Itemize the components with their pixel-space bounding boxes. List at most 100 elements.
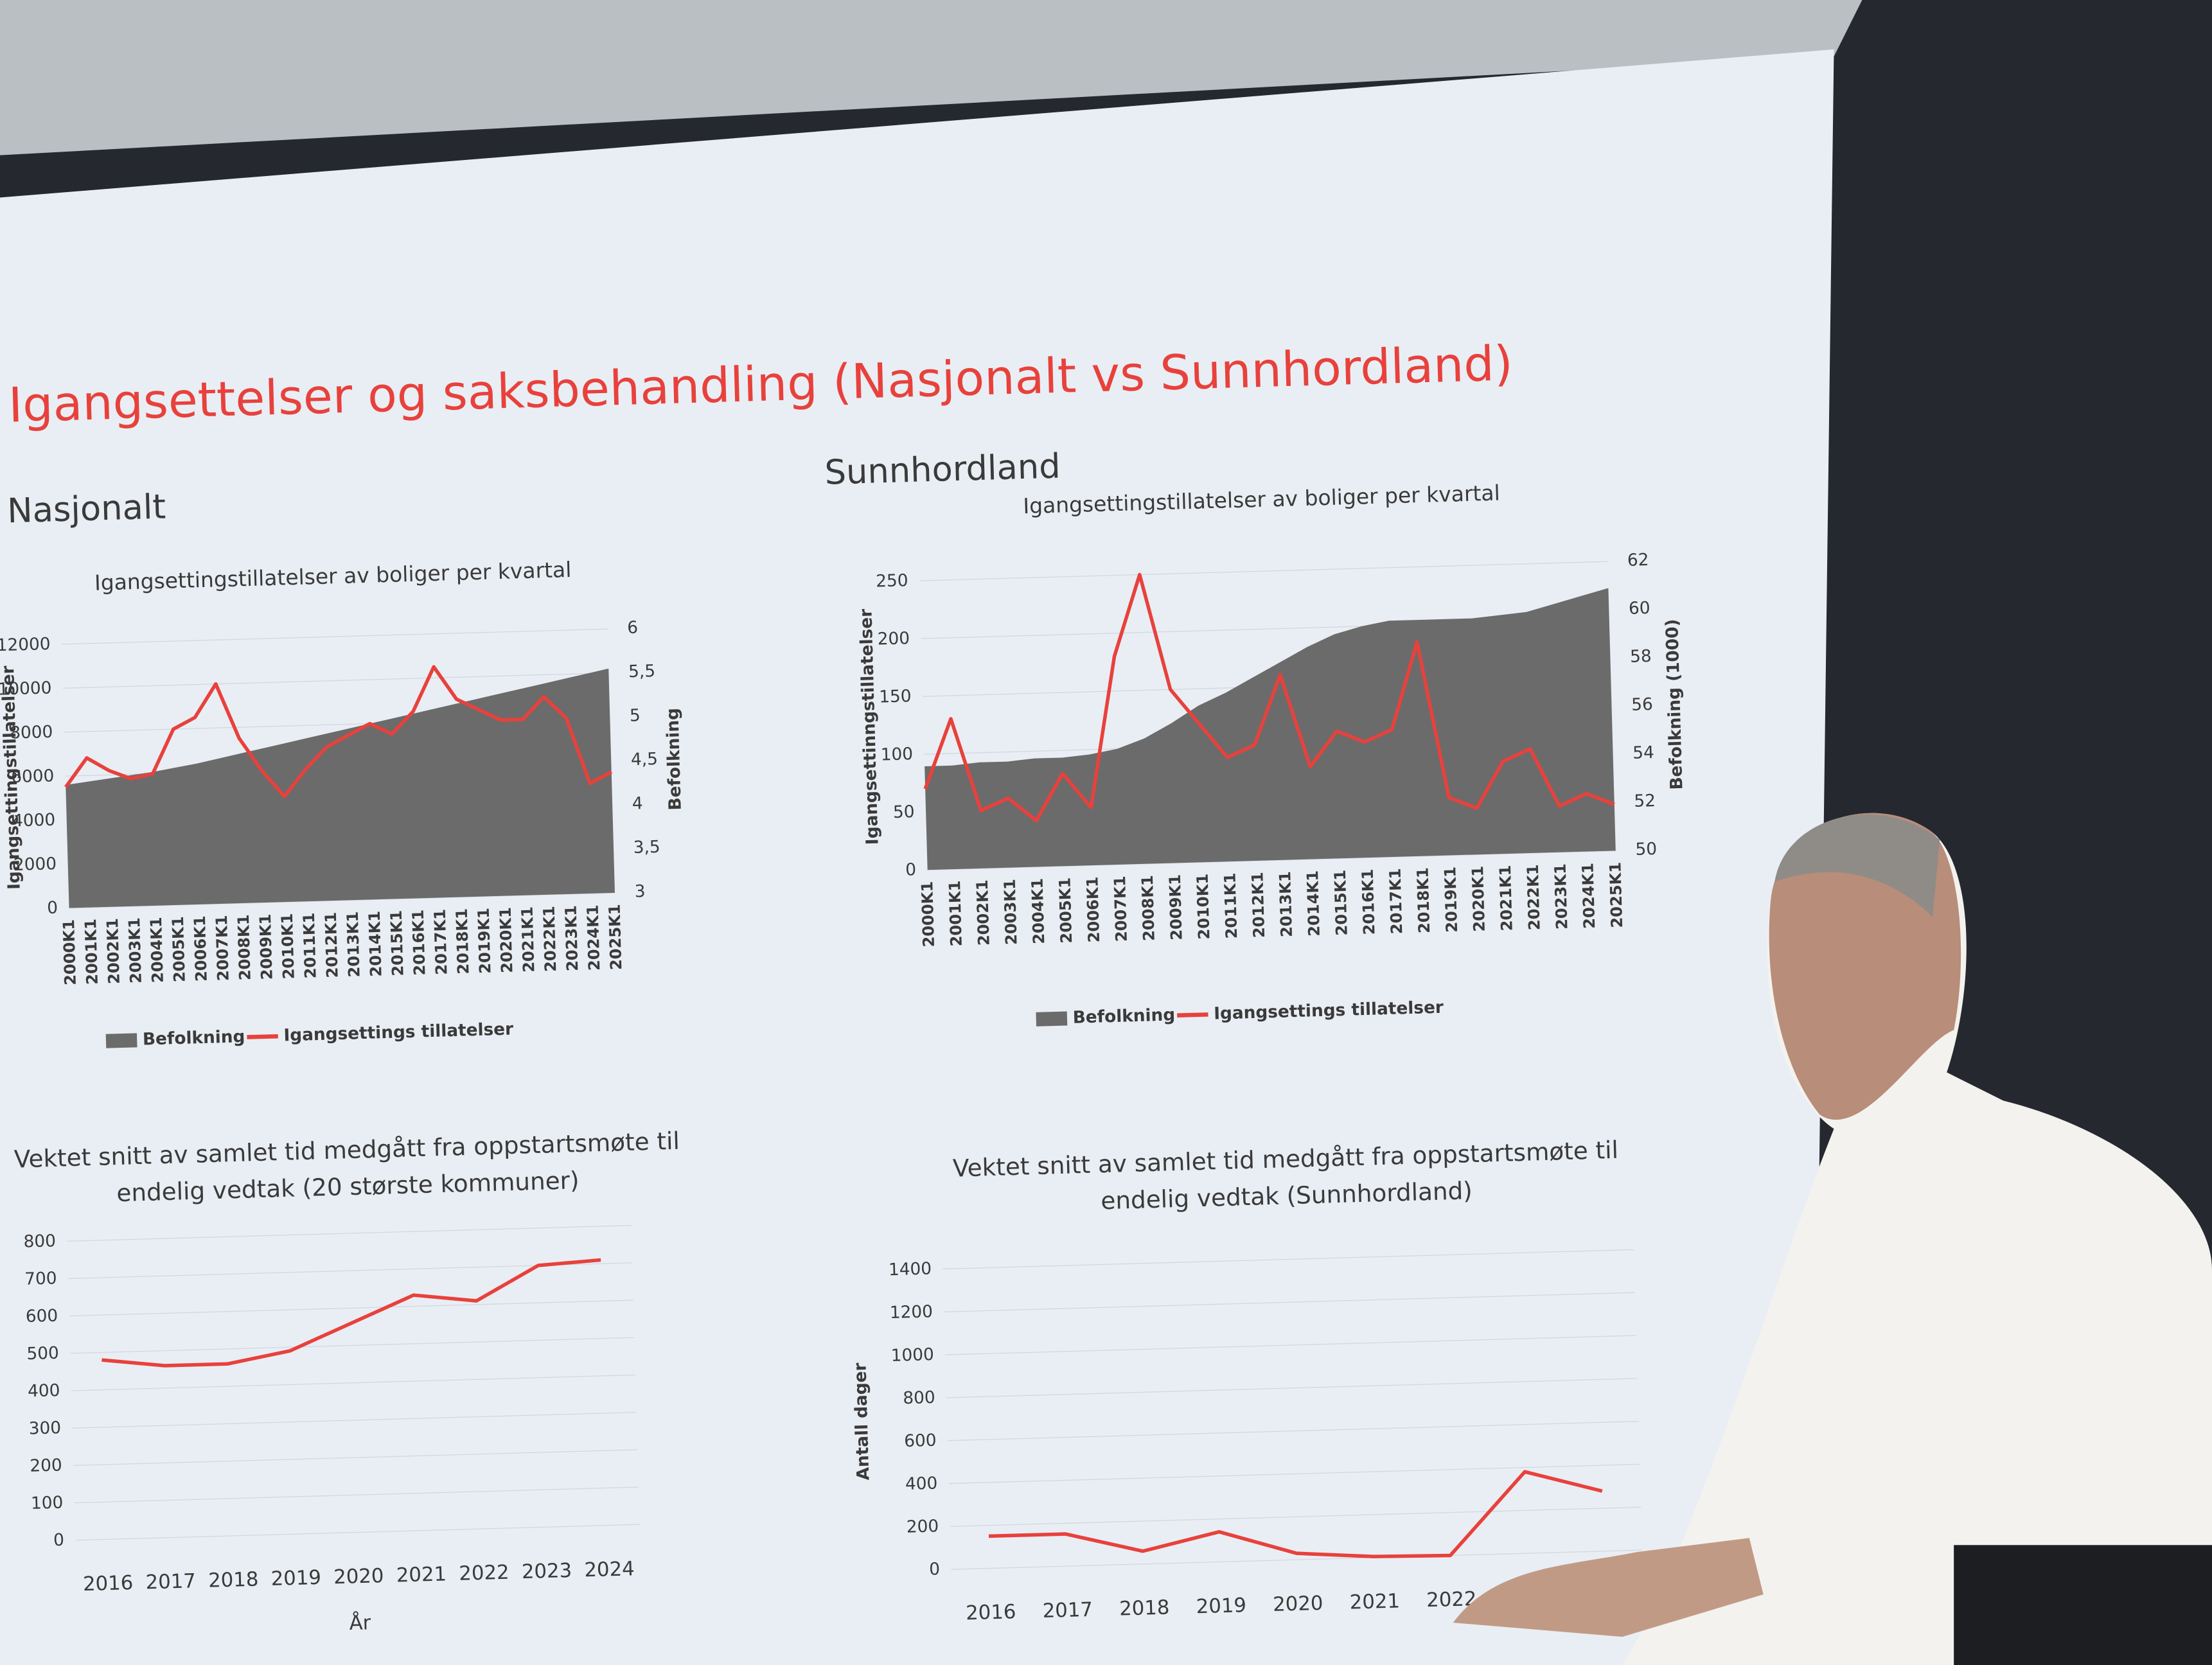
x-tick-label: 2006K1 [1083, 876, 1103, 942]
y-tick-label: 300 [28, 1418, 61, 1438]
y2-tick-label: 54 [1632, 743, 1654, 763]
y2-tick-label: 3,5 [633, 838, 660, 858]
screen [0, 49, 1834, 1665]
x-tick-label: 2019 [1196, 1594, 1246, 1618]
x-tick-label: 2024 [584, 1557, 635, 1581]
x-tick-label: 2021 [396, 1562, 447, 1587]
x-tick-label: 2006K1 [191, 915, 211, 982]
x-tick-label: 2018K1 [453, 908, 473, 974]
x-tick-label: 2025K1 [1606, 862, 1626, 928]
y-tick-label: 400 [28, 1381, 60, 1401]
x-tick-label: 2016 [83, 1571, 134, 1596]
x-tick-label: 2012K1 [322, 912, 342, 978]
x-tick-label: 2009K1 [1166, 874, 1186, 940]
x-tick-label: 2024K1 [1579, 863, 1598, 929]
x-tick-label: 2016 [966, 1600, 1016, 1625]
area [66, 668, 615, 908]
x-tick-label: 2012K1 [1248, 872, 1268, 938]
x-tick-label: 2023 [521, 1559, 572, 1583]
legend-swatch [105, 1033, 137, 1048]
x-tick-label: 2003K1 [125, 917, 145, 983]
y-tick-label: 600 [25, 1307, 58, 1326]
line [102, 1258, 601, 1368]
grid-line [942, 1249, 1634, 1270]
person-hand [1453, 1538, 1764, 1637]
legend-swatch [1177, 1012, 1208, 1018]
x-tick-label: 2018 [1119, 1596, 1170, 1620]
y2-tick-label: 3 [634, 882, 646, 901]
y-tick-label: 250 [876, 571, 908, 591]
x-tick-label: 2010K1 [1194, 873, 1214, 939]
y-tick-label: 1200 [889, 1302, 933, 1323]
x-tick-label: 2022K1 [1524, 864, 1544, 930]
y-tick-label: 100 [880, 744, 913, 764]
x-tick-label: 2017 [145, 1569, 196, 1594]
x-tick-label: 2023K1 [562, 905, 582, 971]
y-tick-label: 12000 [0, 635, 51, 655]
y-tick-label: 600 [904, 1431, 937, 1451]
x-tick-label: 2013K1 [1276, 871, 1296, 937]
y-tick-label: 700 [24, 1269, 57, 1289]
x-tick-label: 2015K1 [1331, 869, 1351, 935]
y2-axis-title: Befolkning [663, 708, 685, 811]
y-tick-label: 0 [905, 860, 917, 879]
legend-label: Befolkning [1072, 1005, 1175, 1027]
heading: Sunnhordland [824, 446, 1061, 492]
grid-line [946, 1378, 1638, 1398]
grid-line [73, 1449, 638, 1467]
x-tick-label: 2023K1 [1552, 863, 1571, 929]
x-tick-label: 2002K1 [103, 918, 123, 984]
x-tick-label: 2024K1 [584, 904, 604, 971]
grid-line [72, 1411, 637, 1429]
y-tick-label: 1000 [890, 1345, 934, 1366]
y-tick-label: 150 [879, 687, 912, 707]
y2-tick-label: 62 [1627, 551, 1649, 570]
x-tick-label: 2001K1 [946, 880, 966, 946]
ceiling [0, 0, 1863, 155]
x-tick-label: 2021K1 [518, 906, 538, 973]
y2-tick-label: 50 [1635, 840, 1657, 859]
x-tick-label: 2002K1 [973, 879, 993, 946]
x-tick-label: 2020 [1273, 1592, 1323, 1616]
x-tick-label: 2020K1 [497, 907, 517, 973]
y-tick-label: 8000 [10, 723, 53, 743]
y-tick-label: 2000 [13, 854, 57, 875]
y-tick-label: 1400 [889, 1259, 932, 1280]
y2-tick-label: 4,5 [631, 750, 659, 770]
person-body [1622, 813, 2212, 1665]
line [988, 1470, 1603, 1558]
person-hair [1774, 814, 1940, 917]
grid-line [75, 1524, 640, 1541]
grid-line [62, 628, 608, 645]
y2-tick-label: 52 [1634, 791, 1656, 811]
x-tick-label: 2021 [1349, 1589, 1400, 1614]
x-tick-label: 2001K1 [82, 919, 102, 985]
x-tick-label: 2020K1 [1469, 866, 1489, 932]
x-tick-label: 2005K1 [1056, 877, 1075, 943]
x-tick-label: 2016K1 [409, 910, 429, 976]
x-tick-label: 2008K1 [1138, 875, 1158, 941]
x-tick-label: 2018K1 [1413, 867, 1433, 933]
y-tick-label: 200 [877, 629, 910, 649]
y-tick-label: 6000 [11, 766, 55, 787]
grid-line [950, 1506, 1641, 1528]
y2-tick-label: 4 [632, 794, 643, 813]
x-tick-label: 2000K1 [60, 919, 80, 985]
x-tick-label: 2019K1 [1441, 867, 1461, 933]
grid-line [62, 672, 609, 689]
y2-tick-label: 5 [630, 706, 641, 725]
x-tick-label: 2007K1 [1111, 876, 1131, 942]
x-tick-label: 2004K1 [1029, 878, 1048, 944]
person [1453, 813, 2212, 1665]
y2-tick-label: 6 [627, 618, 639, 637]
grid-line [69, 1299, 633, 1317]
y-tick-label: 0 [53, 1531, 65, 1550]
x-tick-label: 2011K1 [300, 912, 320, 978]
y-tick-label: 4000 [12, 811, 56, 831]
x-tick-label: 2005K1 [169, 916, 189, 982]
heading: Nasjonalt [6, 488, 166, 531]
x-tick-label: 2008K1 [234, 914, 254, 980]
y-tick-label: 0 [929, 1560, 941, 1579]
x-tick-label: 2022 [459, 1561, 509, 1585]
